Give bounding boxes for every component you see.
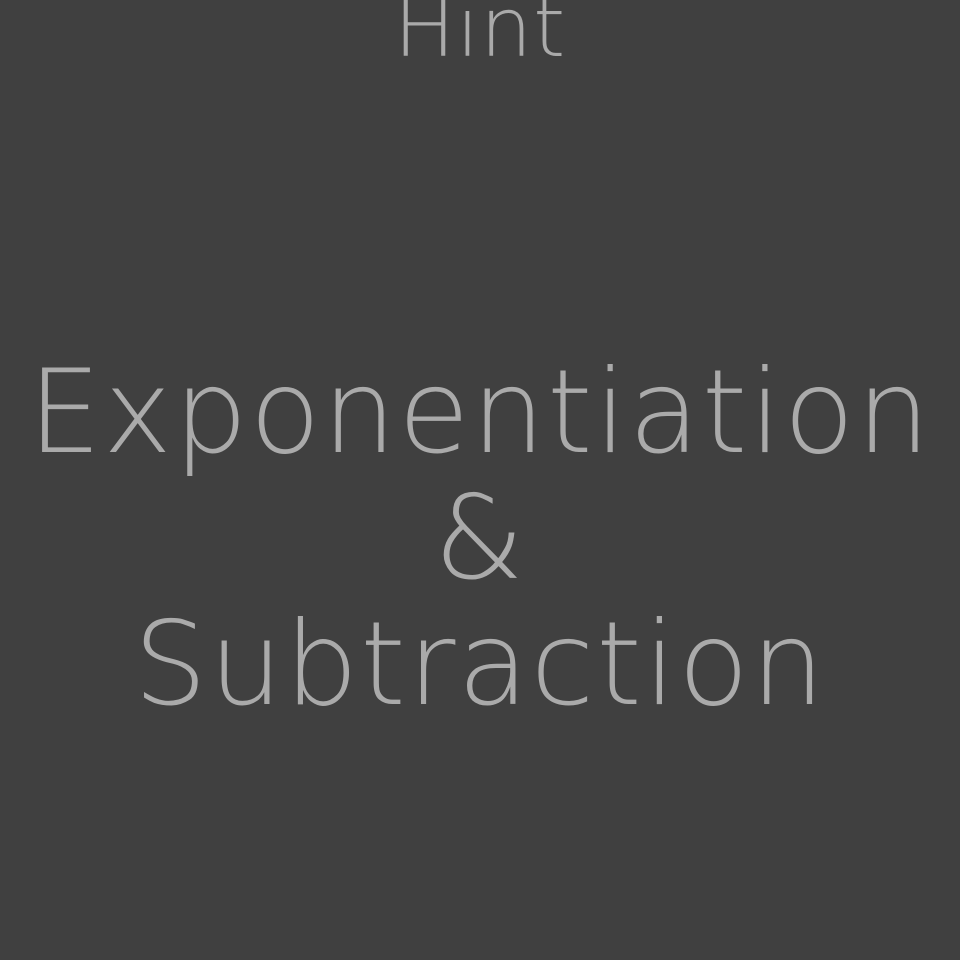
hint-text: Exponentiation & Subtraction — [0, 350, 960, 728]
hint-line-subtraction: Subtraction — [133, 597, 827, 732]
hint-line-exponentiation: Exponentiation — [28, 345, 932, 480]
hint-title: Hint — [393, 0, 567, 76]
hint-line-ampersand: & — [433, 471, 527, 606]
